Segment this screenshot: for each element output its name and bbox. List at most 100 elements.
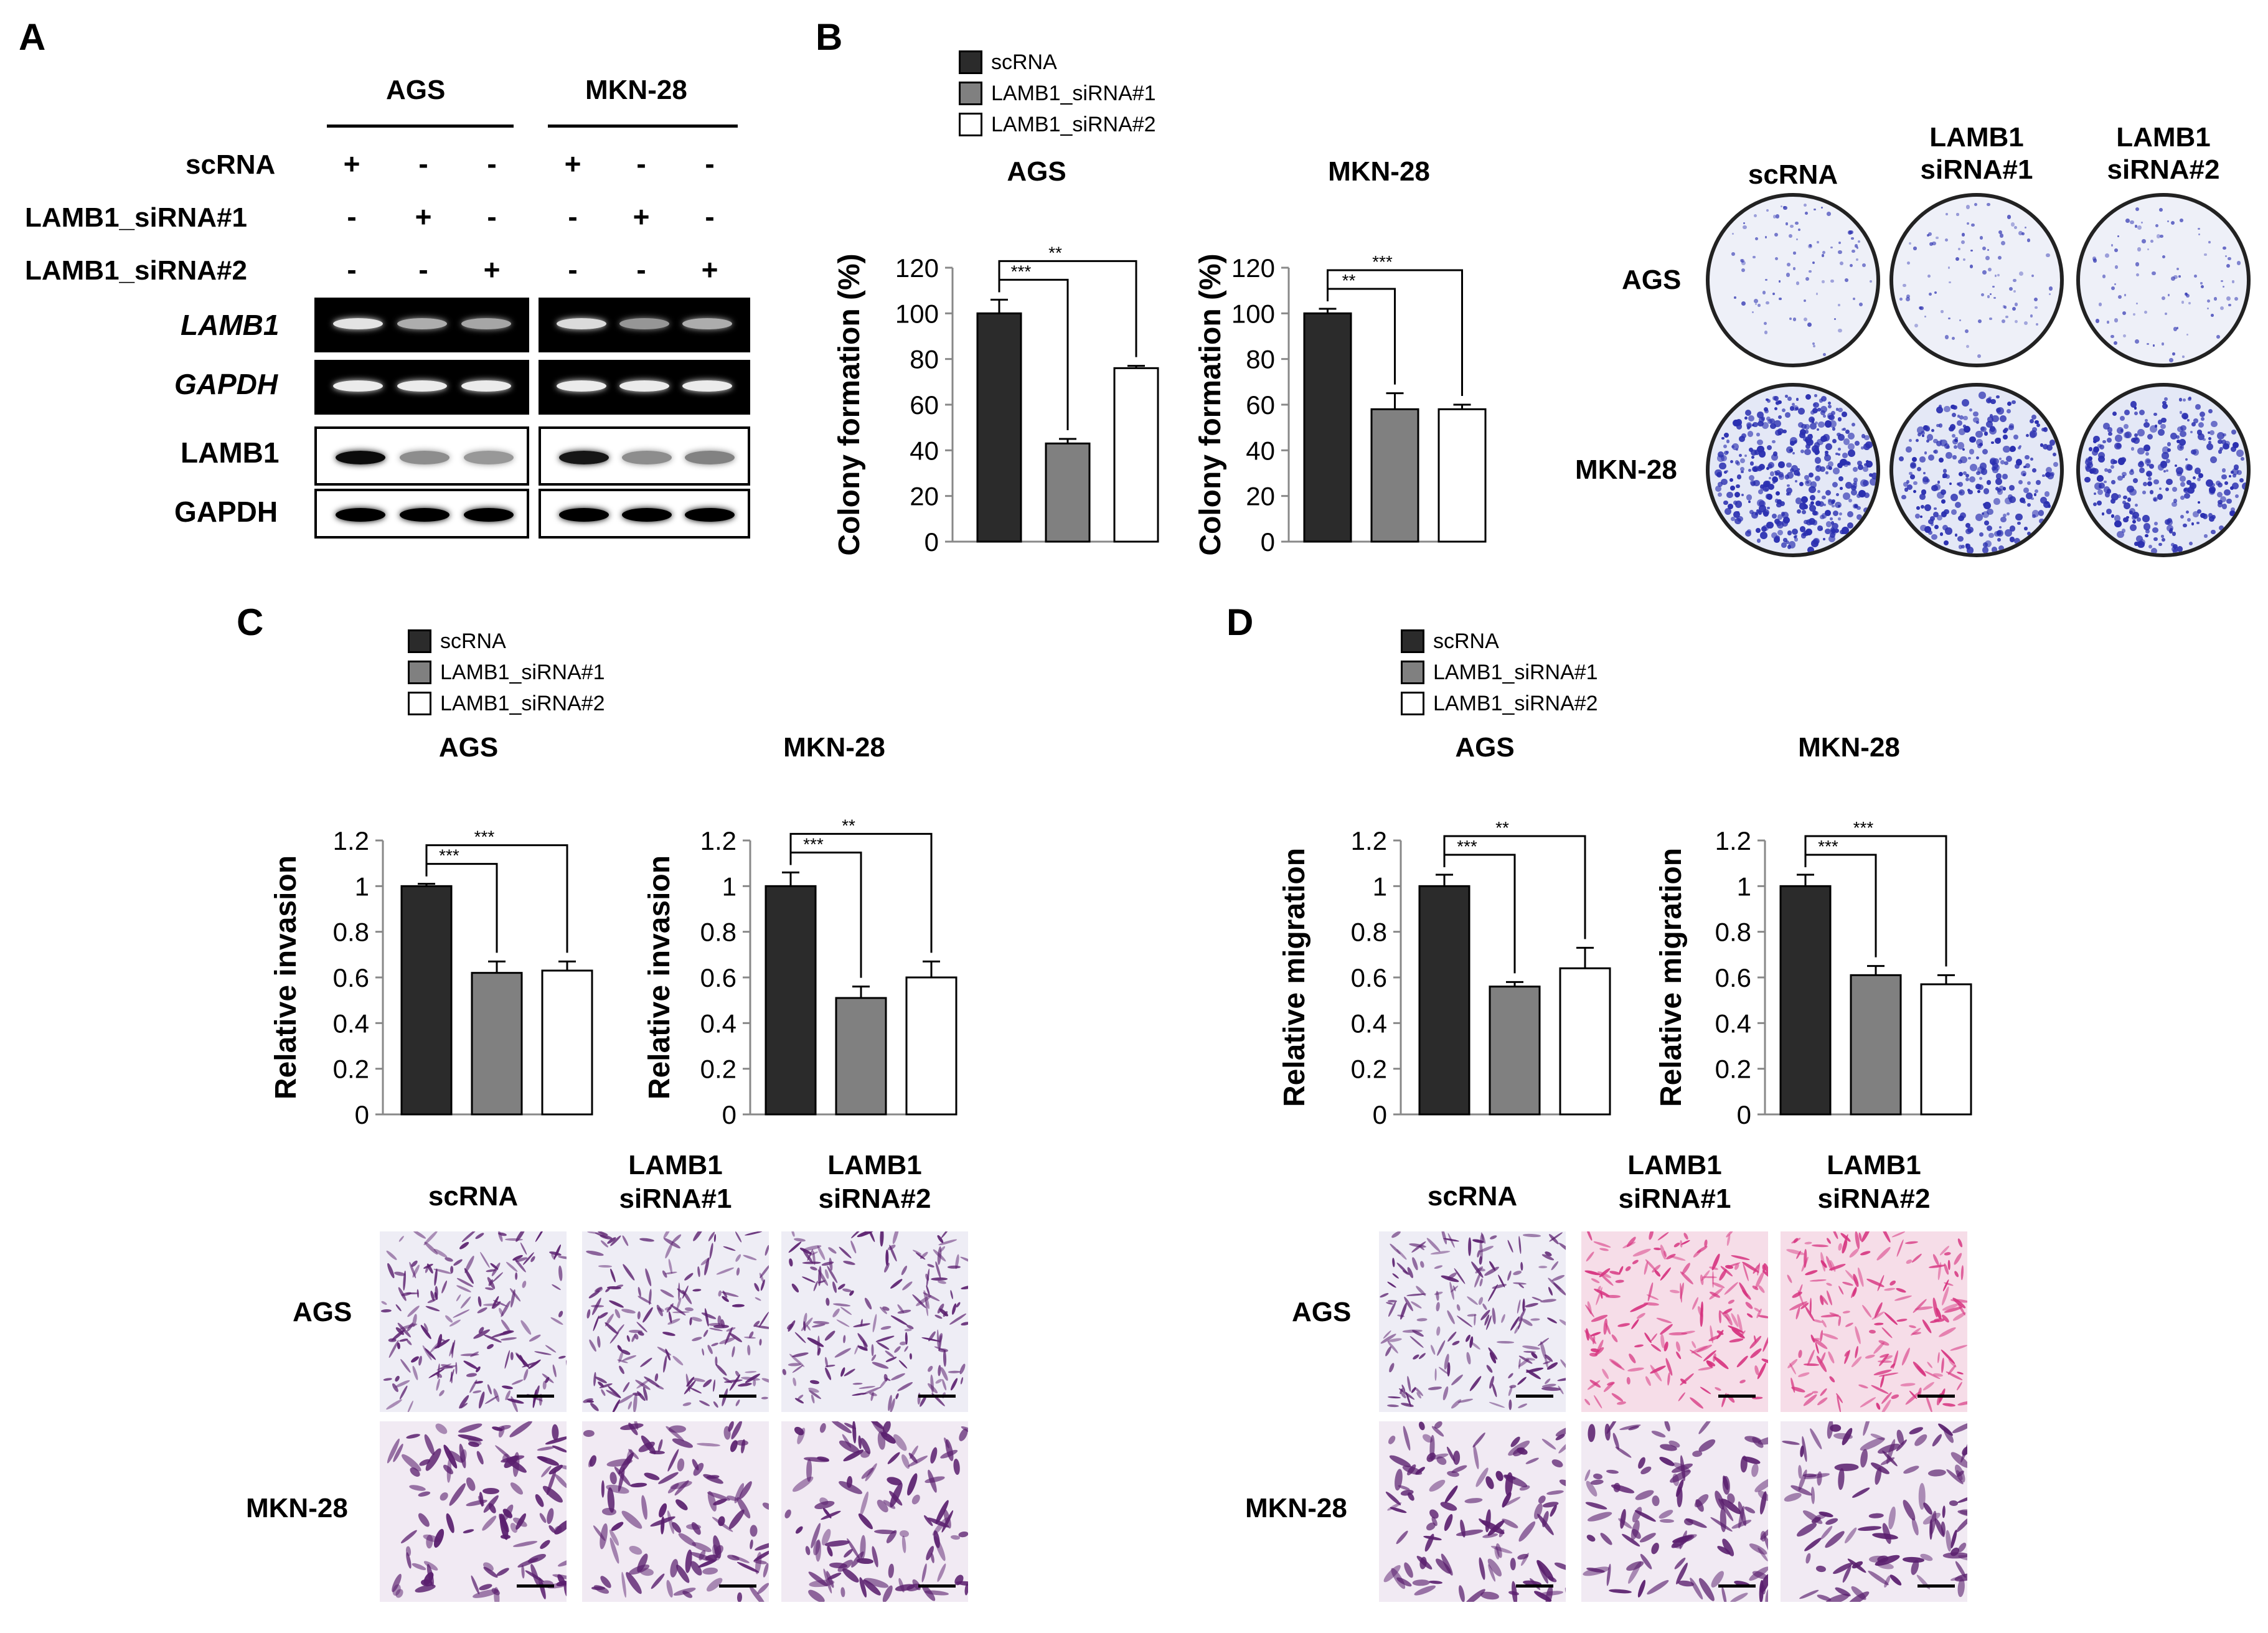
cell: [1913, 1433, 1929, 1448]
colony: [1906, 446, 1912, 453]
colony: [1741, 493, 1744, 496]
colony: [1937, 491, 1944, 499]
colony: [2152, 344, 2155, 347]
colony: [2046, 472, 2054, 480]
cell: [1563, 1587, 1566, 1602]
colony: [2007, 215, 2012, 219]
colony: [1865, 441, 1873, 449]
colony: [1759, 484, 1765, 489]
colony: [1982, 511, 1990, 519]
cell: [1953, 1270, 1960, 1278]
colony: [1748, 500, 1751, 503]
colony: [1914, 324, 1919, 328]
colony: [1848, 498, 1853, 502]
colony: [1961, 240, 1965, 245]
cell: [1850, 1355, 1863, 1368]
colony: [1764, 331, 1768, 334]
colony: [2195, 404, 2201, 410]
colony: [1800, 496, 1809, 504]
colony: [1936, 406, 1943, 413]
colony: [1931, 534, 1937, 540]
cell: [761, 1500, 769, 1512]
colony: [1735, 448, 1738, 451]
cell: [1611, 1334, 1619, 1344]
colony: [1984, 520, 1990, 525]
cell: [1516, 1519, 1537, 1543]
image-row-label: AGS: [293, 1297, 352, 1327]
colony: [2230, 507, 2235, 512]
colony: [1916, 426, 1924, 434]
colony: [1827, 212, 1831, 216]
colony: [1947, 266, 1950, 269]
cell: [1860, 1249, 1871, 1256]
cell: [1804, 1552, 1812, 1565]
colony: [1731, 252, 1735, 256]
colony: [1837, 504, 1840, 507]
colony: [1756, 528, 1761, 534]
micrograph: [582, 1231, 769, 1412]
cell: [1798, 1350, 1803, 1359]
colony: [2122, 334, 2126, 337]
colony: [1934, 507, 1937, 511]
colony: [2149, 490, 2154, 494]
cell: [1496, 1340, 1515, 1344]
colony: [1817, 428, 1820, 431]
colony: [1957, 420, 1962, 426]
cell: [1598, 1531, 1614, 1546]
colony: [2101, 512, 2105, 515]
colony: [2134, 433, 2138, 438]
panelA-sign: -: [705, 148, 715, 180]
colony: [1910, 474, 1915, 479]
colony: [2014, 464, 2020, 469]
cell: [714, 1363, 728, 1377]
colony: [1980, 426, 1987, 432]
colony: [2197, 501, 2201, 504]
colony: [1917, 432, 1922, 436]
colony: [1959, 319, 1961, 322]
colony: [1983, 501, 1992, 509]
colony: [2014, 303, 2018, 306]
colony: [1786, 471, 1794, 479]
colony: [1815, 465, 1822, 472]
cell: [459, 1241, 470, 1251]
cell: [1910, 1517, 1920, 1537]
colony: [2009, 287, 2013, 291]
colony: [1969, 449, 1975, 454]
band: [397, 380, 447, 392]
cell: [1472, 1444, 1480, 1470]
cell: [845, 1537, 862, 1560]
cell: [425, 1305, 440, 1313]
colony: [2158, 487, 2162, 491]
cell: [1386, 1281, 1396, 1289]
colony: [1856, 247, 1859, 249]
cell: [589, 1401, 600, 1412]
colony: [1995, 478, 2003, 486]
cell: [1406, 1292, 1427, 1297]
cell: [1860, 1304, 1873, 1319]
cell: [1659, 1518, 1674, 1523]
colony: [1841, 458, 1847, 465]
cell: [551, 1283, 562, 1291]
colony: [1948, 317, 1951, 320]
cell: [405, 1339, 413, 1346]
cell: [871, 1344, 874, 1357]
panelA-row-label: LAMB1_siRNA#2: [25, 255, 247, 286]
band: [461, 318, 511, 329]
band: [685, 450, 735, 464]
cell: [1937, 1352, 1941, 1363]
cell: [1912, 1360, 1927, 1378]
colony: [2134, 407, 2137, 410]
colony: [2157, 234, 2161, 238]
colony: [1910, 462, 1917, 469]
colony: [2110, 493, 2119, 501]
colony: [2162, 446, 2170, 454]
cell: [1558, 1478, 1566, 1489]
colony: [2035, 306, 2038, 309]
colony: [1859, 303, 1863, 307]
colony: [2004, 461, 2008, 465]
colony: [1942, 469, 1947, 474]
colony: [1759, 505, 1766, 512]
colony: [2186, 333, 2189, 336]
label-line: siRNA#2: [2107, 154, 2220, 185]
